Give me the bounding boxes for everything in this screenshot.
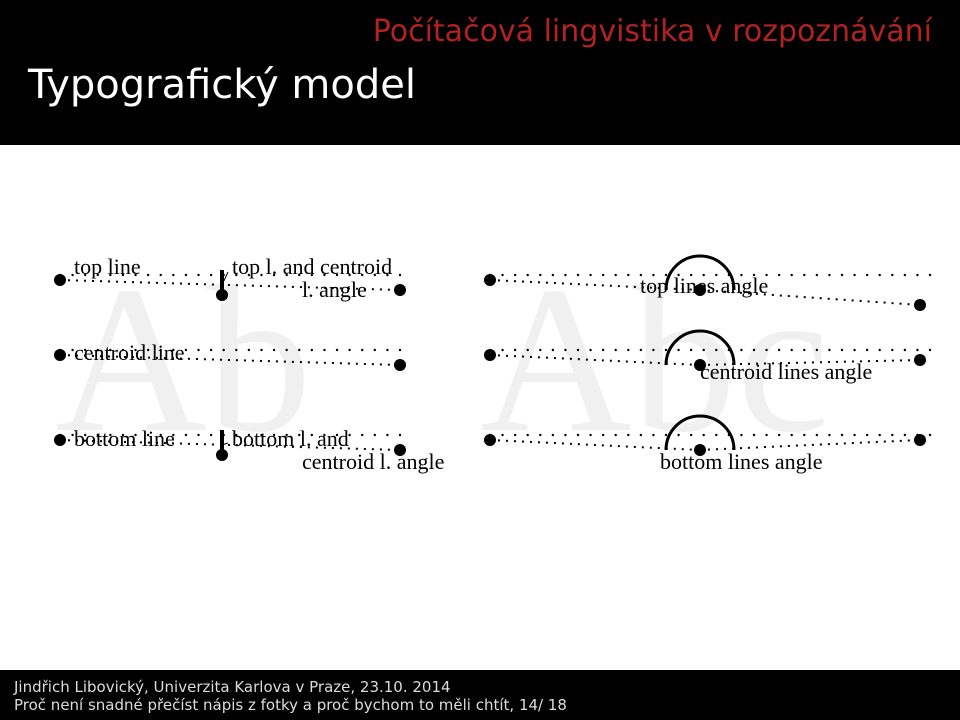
label-centroid-l-angle: centroid l. angle — [302, 449, 444, 475]
diagram-svg — [0, 145, 960, 670]
title: Typografický model — [28, 62, 416, 108]
label-bottom-lines-angle: bottom lines angle — [660, 449, 823, 475]
label-top-lines-angle: top lines angle — [640, 273, 768, 299]
label-bottom-line: bottom line — [74, 426, 175, 452]
label-l-angle: l. angle — [302, 277, 367, 303]
diagram-area: Ab Abc top linetop l. and centroidl. ang… — [0, 145, 960, 670]
subtitle: Počítačová lingvistika v rozpoznávání — [373, 14, 932, 49]
slide-footer: Jindřich Libovický, Univerzita Karlova v… — [0, 670, 960, 720]
slide-header: Typografický model Počítačová lingvistik… — [0, 0, 960, 145]
label-centroid-lines-angle: centroid lines angle — [700, 359, 872, 385]
footer-line2: Proč není snadné přečíst nápis z fotky a… — [14, 696, 567, 714]
label-centroid-line: centroid line — [74, 340, 185, 366]
footer-line1: Jindřich Libovický, Univerzita Karlova v… — [14, 678, 451, 696]
label-top-line: top line — [74, 254, 141, 280]
